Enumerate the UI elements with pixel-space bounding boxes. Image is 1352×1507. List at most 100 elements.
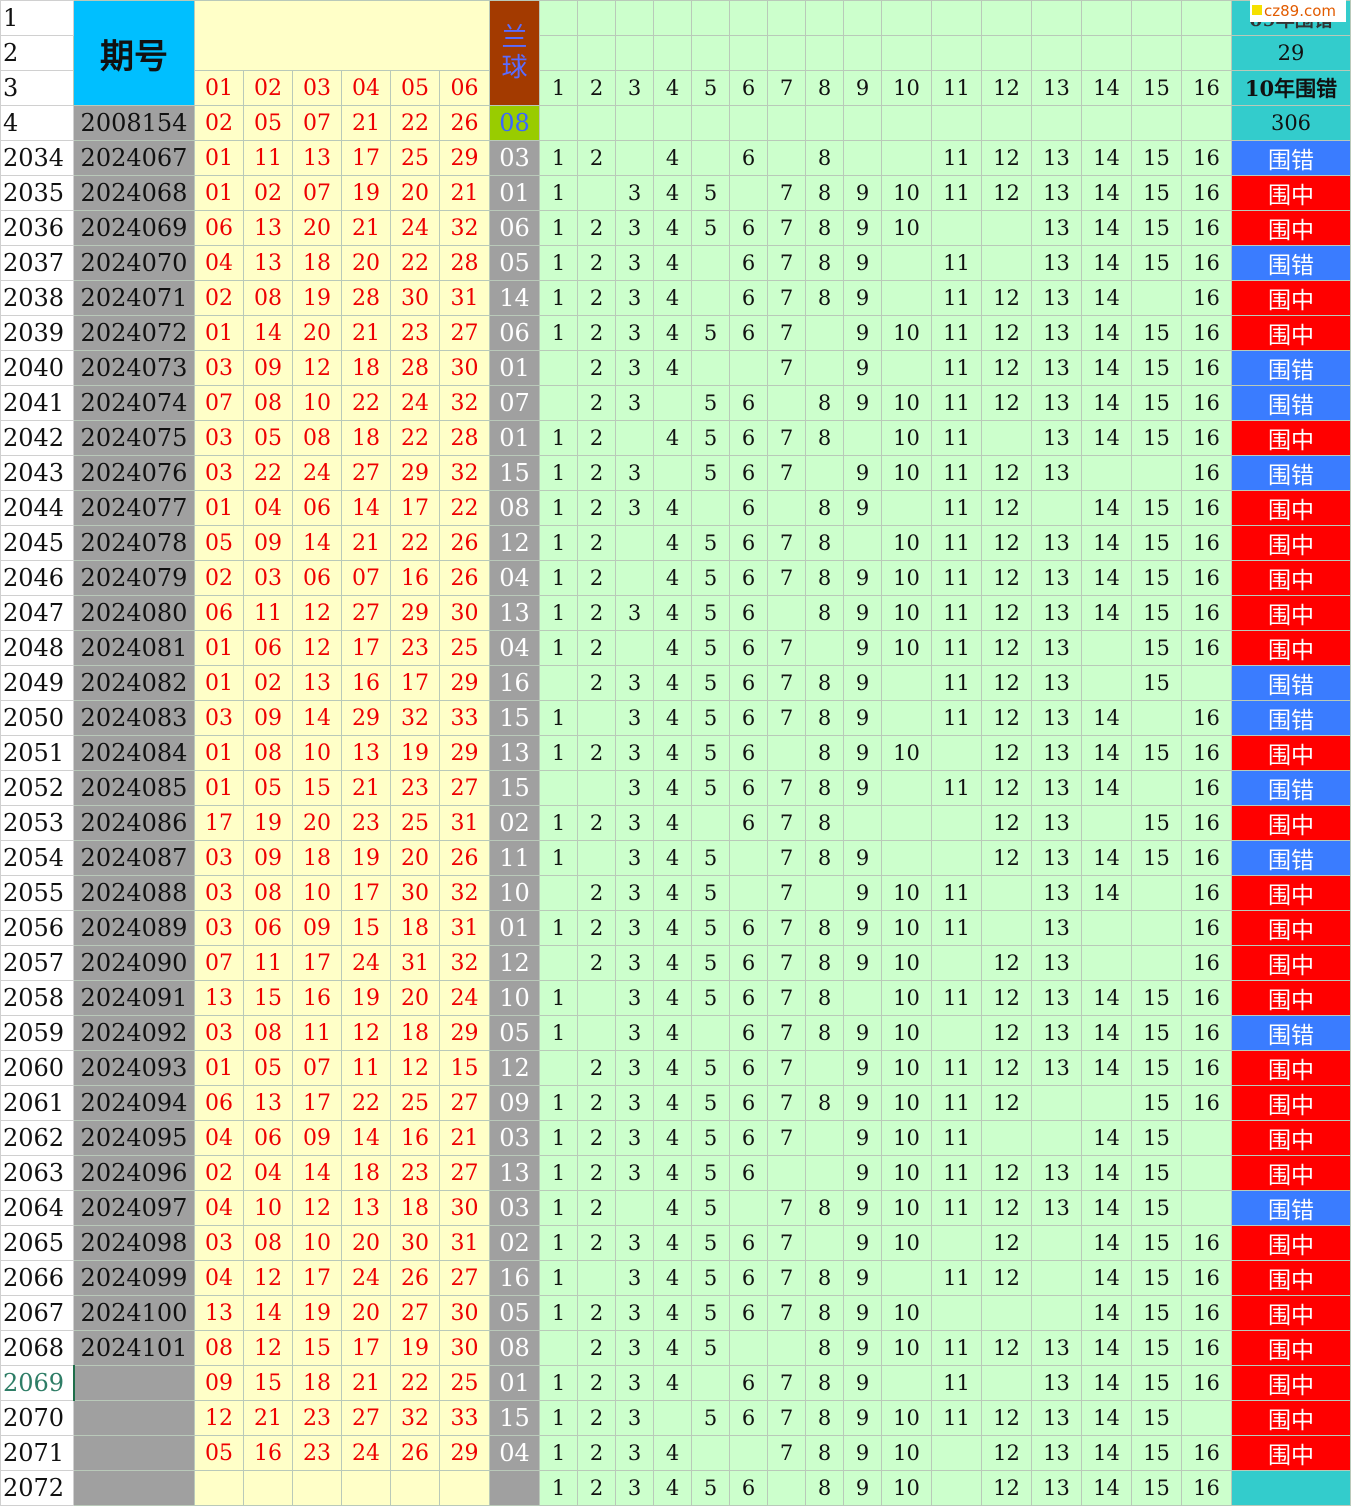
num-cell[interactable] bbox=[691, 140, 730, 176]
num-cell[interactable]: 6 bbox=[729, 700, 768, 736]
num-cell[interactable]: 16 bbox=[1181, 1015, 1232, 1051]
num-cell[interactable] bbox=[1181, 1400, 1232, 1436]
red-ball-cell[interactable]: 20 bbox=[390, 175, 440, 211]
num-cell[interactable] bbox=[805, 315, 844, 351]
num-cell[interactable]: 2 bbox=[577, 1085, 616, 1121]
red-ball-cell[interactable]: 04 bbox=[194, 1260, 244, 1296]
num-cell[interactable]: 3 bbox=[615, 770, 654, 806]
red-ball-cell[interactable]: 16 bbox=[243, 1435, 293, 1471]
num-cell[interactable]: 7 bbox=[767, 770, 806, 806]
num-cell[interactable]: 16 bbox=[1181, 945, 1232, 981]
row-header[interactable]: 2051 bbox=[0, 735, 74, 771]
result-badge[interactable]: 围中 bbox=[1231, 490, 1351, 526]
num-cell[interactable]: 2 bbox=[577, 1120, 616, 1156]
num-cell[interactable]: 5 bbox=[691, 1330, 730, 1366]
num-cell[interactable]: 6 bbox=[729, 1470, 768, 1506]
num-cell[interactable]: 13 bbox=[1031, 245, 1082, 281]
num-cell[interactable]: 15 bbox=[1131, 1190, 1182, 1226]
red-ball-cell[interactable]: 24 bbox=[341, 945, 391, 981]
num-cell[interactable]: 2 bbox=[577, 1330, 616, 1366]
red-ball-cell[interactable]: 06 bbox=[194, 1085, 244, 1121]
blue-ball-cell[interactable]: 07 bbox=[489, 385, 540, 421]
row-header[interactable]: 2043 bbox=[0, 455, 74, 491]
num-cell[interactable]: 12 bbox=[981, 1225, 1032, 1261]
result-badge[interactable]: 围错 bbox=[1231, 1015, 1351, 1051]
red-ball-cell[interactable]: 25 bbox=[390, 1085, 440, 1121]
num-cell[interactable]: 1 bbox=[539, 595, 578, 631]
red-ball-cell[interactable]: 17 bbox=[341, 140, 391, 176]
num-cell[interactable]: 15 bbox=[1131, 1330, 1182, 1366]
red-ball-cell[interactable] bbox=[390, 1470, 440, 1506]
num-cell[interactable]: 15 bbox=[1131, 735, 1182, 771]
num-column-label[interactable]: 16 bbox=[1181, 70, 1232, 106]
num-cell[interactable]: 13 bbox=[1031, 1190, 1082, 1226]
red-ball-cell[interactable]: 11 bbox=[292, 1015, 342, 1051]
num-cell[interactable]: 8 bbox=[805, 945, 844, 981]
num-cell[interactable]: 12 bbox=[981, 1050, 1032, 1086]
num-cell[interactable]: 1 bbox=[539, 455, 578, 491]
num-cell[interactable] bbox=[539, 875, 578, 911]
result-badge[interactable]: 围中 bbox=[1231, 280, 1351, 316]
red-ball-cell[interactable]: 12 bbox=[390, 1050, 440, 1086]
num-cell[interactable]: 4 bbox=[653, 1260, 692, 1296]
red-ball-cell[interactable]: 20 bbox=[341, 245, 391, 281]
period-cell[interactable]: 2024067 bbox=[73, 140, 195, 176]
num-cell[interactable]: 1 bbox=[539, 490, 578, 526]
num-cell[interactable]: 15 bbox=[1131, 560, 1182, 596]
red-ball-cell[interactable]: 26 bbox=[439, 840, 490, 876]
red-ball-cell[interactable]: 21 bbox=[341, 525, 391, 561]
red-ball-cell[interactable]: 03 bbox=[194, 910, 244, 946]
red-ball-cell[interactable]: 03 bbox=[194, 350, 244, 386]
num-cell[interactable] bbox=[1081, 665, 1132, 701]
num-cell[interactable]: 1 bbox=[539, 315, 578, 351]
red-ball-cell[interactable]: 20 bbox=[341, 1225, 391, 1261]
blue-ball-cell[interactable]: 01 bbox=[489, 420, 540, 456]
red-ball-cell[interactable] bbox=[292, 1470, 342, 1506]
num-cell[interactable]: 2 bbox=[577, 735, 616, 771]
num-cell[interactable]: 2 bbox=[577, 1400, 616, 1436]
num-cell[interactable] bbox=[539, 0, 578, 36]
red-ball-cell[interactable]: 26 bbox=[390, 1260, 440, 1296]
num-cell[interactable]: 16 bbox=[1181, 350, 1232, 386]
num-column-label[interactable]: 12 bbox=[981, 70, 1032, 106]
row-header[interactable]: 2055 bbox=[0, 875, 74, 911]
num-cell[interactable]: 14 bbox=[1081, 1365, 1132, 1401]
red-ball-cell[interactable]: 32 bbox=[390, 1400, 440, 1436]
num-cell[interactable] bbox=[931, 0, 982, 36]
num-cell[interactable]: 11 bbox=[931, 420, 982, 456]
num-cell[interactable]: 7 bbox=[767, 1120, 806, 1156]
num-cell[interactable]: 2 bbox=[577, 1470, 616, 1506]
num-cell[interactable]: 6 bbox=[729, 770, 768, 806]
num-cell[interactable]: 14 bbox=[1081, 1155, 1132, 1191]
num-cell[interactable]: 10 bbox=[881, 1190, 932, 1226]
num-cell[interactable]: 4 bbox=[653, 1155, 692, 1191]
num-cell[interactable]: 3 bbox=[615, 175, 654, 211]
period-cell[interactable]: 2024080 bbox=[73, 595, 195, 631]
result-badge[interactable]: 围中 bbox=[1231, 210, 1351, 246]
red-ball-cell[interactable]: 19 bbox=[341, 175, 391, 211]
num-cell[interactable] bbox=[653, 0, 692, 36]
num-cell[interactable]: 5 bbox=[691, 980, 730, 1016]
red-ball-cell[interactable]: 04 bbox=[194, 1190, 244, 1226]
num-cell[interactable]: 13 bbox=[1031, 1435, 1082, 1471]
num-cell[interactable] bbox=[805, 350, 844, 386]
red-ball-cell[interactable]: 23 bbox=[390, 1155, 440, 1191]
num-cell[interactable]: 2 bbox=[577, 945, 616, 981]
num-cell[interactable]: 13 bbox=[1031, 770, 1082, 806]
num-cell[interactable]: 6 bbox=[729, 455, 768, 491]
num-cell[interactable] bbox=[931, 840, 982, 876]
num-cell[interactable]: 8 bbox=[805, 420, 844, 456]
num-cell[interactable]: 5 bbox=[691, 1120, 730, 1156]
num-cell[interactable]: 6 bbox=[729, 245, 768, 281]
result-badge[interactable]: 围中 bbox=[1231, 945, 1351, 981]
red-ball-cell[interactable]: 03 bbox=[194, 455, 244, 491]
num-cell[interactable]: 1 bbox=[539, 1365, 578, 1401]
num-cell[interactable] bbox=[981, 1120, 1032, 1156]
blue-ball-cell[interactable]: 02 bbox=[489, 1225, 540, 1261]
num-cell[interactable]: 1 bbox=[539, 1225, 578, 1261]
red-ball-cell[interactable]: 11 bbox=[243, 140, 293, 176]
num-cell[interactable]: 15 bbox=[1131, 1050, 1182, 1086]
red-column-label[interactable]: 02 bbox=[243, 70, 293, 106]
red-ball-cell[interactable]: 27 bbox=[341, 1400, 391, 1436]
red-ball-cell[interactable]: 13 bbox=[243, 245, 293, 281]
